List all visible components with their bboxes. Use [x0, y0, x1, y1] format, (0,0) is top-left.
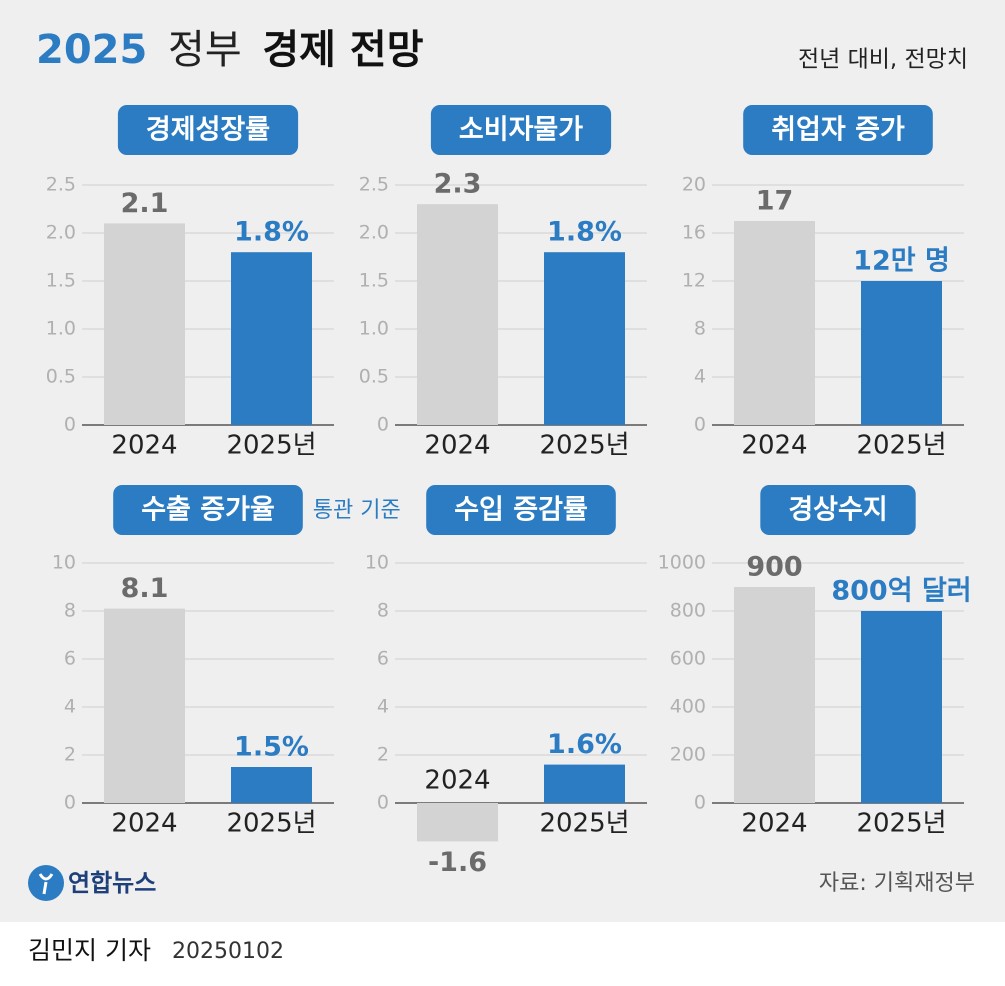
- y-tick-label: 16: [682, 222, 706, 244]
- bar: [104, 223, 185, 425]
- x-tick-label: 2024: [424, 766, 490, 796]
- panel-title-pill: [426, 485, 616, 535]
- y-tick-label: 10: [365, 552, 389, 574]
- value-label: -1.6: [428, 847, 487, 878]
- subtitle: 전년 대비, 전망치: [798, 47, 968, 73]
- source: 자료: 기획재정부: [819, 871, 975, 896]
- y-tick-label: 600: [670, 648, 706, 670]
- bar: [104, 608, 185, 803]
- y-tick-label: 1.5: [359, 270, 389, 292]
- panel-title: 수입 증감률: [454, 495, 588, 526]
- x-tick-label: 2025년: [226, 431, 316, 461]
- y-tick-label: 0.5: [46, 366, 76, 388]
- value-label: 800억 달러: [831, 576, 971, 607]
- bar: [544, 764, 625, 803]
- y-tick-label: 2.0: [359, 222, 389, 244]
- panel-title-pill: [113, 485, 303, 535]
- bar: [417, 204, 498, 425]
- y-tick-label: 2: [377, 744, 389, 766]
- bar: [417, 803, 498, 842]
- y-tick-label: 1.0: [46, 318, 76, 340]
- y-tick-label: 0: [694, 414, 706, 436]
- title: 2025 정부 경제 전망: [36, 27, 424, 73]
- bar: [734, 587, 815, 803]
- value-label: 17: [756, 186, 794, 217]
- bar: [231, 767, 312, 803]
- value-label: 12만 명: [853, 246, 950, 277]
- y-tick-label: 8: [694, 318, 706, 340]
- bar: [734, 221, 815, 425]
- y-tick-label: 2.5: [46, 174, 76, 196]
- panel-note: 통관 기준: [313, 498, 401, 523]
- y-tick-label: 6: [377, 648, 389, 670]
- panel-title: 경상수지: [788, 495, 887, 526]
- y-tick-label: 0: [64, 414, 76, 436]
- value-label: 8.1: [121, 573, 169, 604]
- y-tick-label: 0.5: [359, 366, 389, 388]
- value-label: 2.3: [434, 169, 482, 200]
- y-tick-label: 2.5: [359, 174, 389, 196]
- panel-title-pill: [743, 105, 933, 155]
- value-label: 1.8%: [234, 217, 309, 248]
- logo-text: 연합뉴스: [68, 869, 156, 897]
- y-tick-label: 6: [64, 648, 76, 670]
- y-tick-label: 8: [64, 600, 76, 622]
- y-tick-label: 4: [694, 366, 706, 388]
- panel-title: 경제성장률: [146, 115, 270, 146]
- y-tick-label: 4: [377, 696, 389, 718]
- panel-title-pill: [117, 105, 299, 155]
- y-tick-label: 10: [52, 552, 76, 574]
- y-tick-label: 0: [64, 792, 76, 814]
- y-tick-label: 12: [682, 270, 706, 292]
- value-label: 1.6%: [547, 729, 622, 760]
- value-label: 900: [746, 552, 802, 583]
- x-tick-label: 2025년: [856, 431, 946, 461]
- y-tick-label: 200: [670, 744, 706, 766]
- x-tick-label: 2024: [424, 431, 490, 461]
- title-main: 경제 전망: [262, 27, 423, 73]
- title-year: 2025: [36, 27, 147, 73]
- byline: 김민지 기자: [28, 936, 151, 965]
- y-tick-label: 800: [670, 600, 706, 622]
- x-tick-label: 2024: [111, 431, 177, 461]
- x-tick-label: 2025년: [539, 431, 629, 461]
- panel-title-pill: [760, 485, 916, 535]
- value-label: 1.5%: [234, 732, 309, 763]
- y-tick-label: 1000: [658, 552, 706, 574]
- date: 20250102: [172, 939, 284, 964]
- bar: [544, 252, 625, 425]
- panel-title: 소비자물가: [459, 115, 583, 146]
- value-label: 1.8%: [547, 217, 622, 248]
- y-tick-label: 0: [377, 792, 389, 814]
- y-tick-label: 2.0: [46, 222, 76, 244]
- y-tick-label: 4: [64, 696, 76, 718]
- x-tick-label: 2025년: [856, 809, 946, 839]
- y-tick-label: 1.5: [46, 270, 76, 292]
- y-tick-label: 0: [694, 792, 706, 814]
- y-tick-label: 0: [377, 414, 389, 436]
- panel-title-pill: [430, 105, 612, 155]
- title-mid: 정부: [168, 27, 242, 73]
- x-tick-label: 2025년: [226, 809, 316, 839]
- bar: [861, 611, 942, 803]
- y-tick-label: 2: [64, 744, 76, 766]
- bar: [861, 281, 942, 425]
- panel-title: 수출 증가율: [141, 495, 275, 526]
- y-tick-label: 1.0: [359, 318, 389, 340]
- value-label: 2.1: [121, 188, 169, 219]
- x-tick-label: 2024: [741, 431, 807, 461]
- x-tick-label: 2024: [741, 809, 807, 839]
- y-tick-label: 400: [670, 696, 706, 718]
- x-tick-label: 2024: [111, 809, 177, 839]
- panel-title: 취업자 증가: [771, 115, 905, 146]
- x-tick-label: 2025년: [539, 809, 629, 839]
- y-tick-label: 8: [377, 600, 389, 622]
- y-tick-label: 20: [682, 174, 706, 196]
- bar: [231, 252, 312, 425]
- logo-swoosh: [38, 873, 54, 895]
